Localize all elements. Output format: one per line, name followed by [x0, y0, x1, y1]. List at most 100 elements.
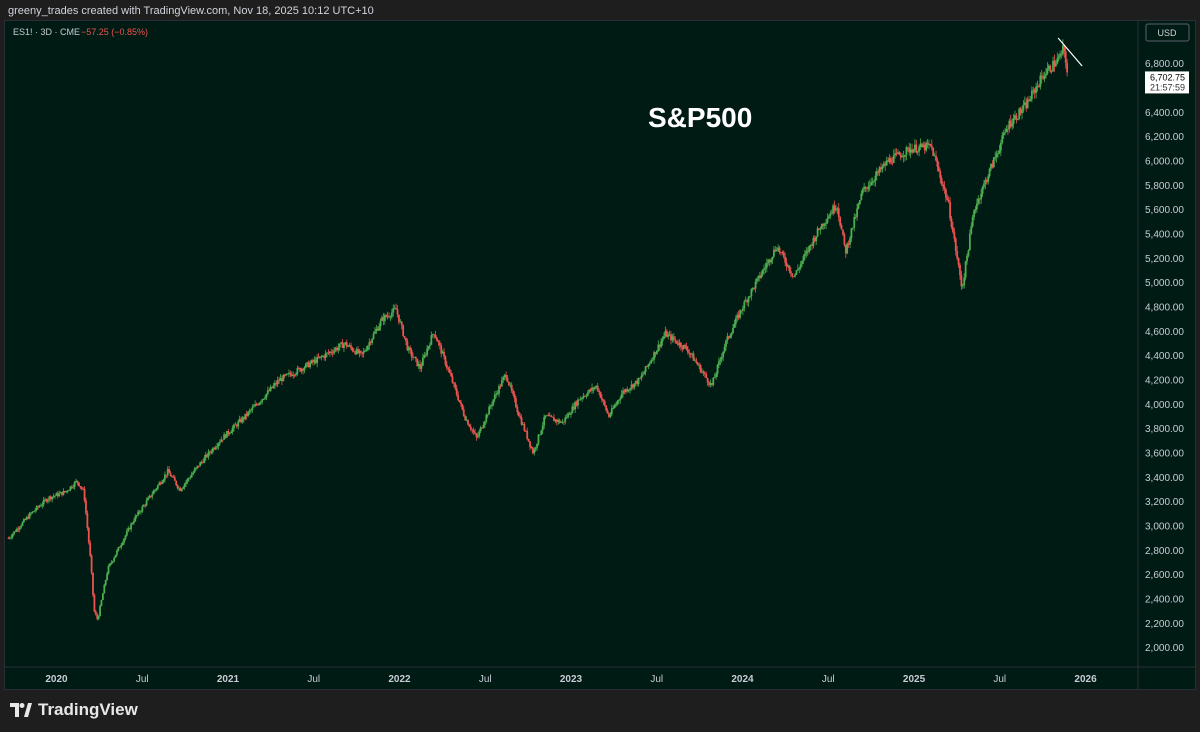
candle-body — [608, 413, 610, 417]
candle-body — [937, 166, 940, 171]
time-axis[interactable]: 2020 Jul 2021 Jul 2022 Jul 2023 Jul 2024 Jul 2025 J… — [5, 666, 1195, 685]
candle-body — [37, 506, 39, 508]
candle-body — [565, 417, 568, 419]
candle-body — [335, 348, 338, 351]
candle-body — [319, 356, 321, 358]
candle-body — [536, 443, 538, 448]
candle-body — [178, 487, 180, 489]
candle-body — [602, 399, 605, 402]
candle-body — [740, 310, 743, 312]
candle-body — [80, 487, 83, 489]
candle-body — [333, 350, 335, 354]
candle-body — [866, 187, 868, 189]
candle-body — [400, 321, 403, 326]
candle-body — [644, 366, 647, 373]
candle-body — [819, 229, 822, 230]
candle-body — [492, 399, 495, 405]
candle-body — [916, 151, 919, 153]
candle-body — [254, 404, 257, 407]
candle-body — [110, 562, 113, 564]
candle-body — [402, 325, 405, 337]
candle-body — [847, 243, 850, 245]
candle-body — [741, 308, 744, 311]
candle-body — [840, 225, 843, 230]
candle-body — [158, 482, 161, 486]
candle-body — [995, 153, 998, 158]
annotation-label[interactable]: S&P500 — [648, 102, 752, 133]
candle-body — [235, 424, 238, 427]
candle-body — [293, 374, 296, 376]
candle-body — [462, 409, 465, 416]
candle-body — [813, 237, 816, 242]
candle-body — [142, 505, 145, 507]
candle-body — [794, 274, 796, 277]
candle-body — [773, 249, 775, 257]
candle-body — [382, 317, 385, 322]
candle-body — [997, 152, 999, 154]
candle-body — [643, 372, 646, 375]
candle-body — [1049, 65, 1052, 72]
candle-body — [906, 147, 909, 148]
candle-body — [695, 360, 698, 363]
candle-body — [327, 352, 330, 354]
candle-body — [751, 287, 754, 290]
candle-body — [757, 275, 760, 279]
candle-body — [1038, 85, 1040, 87]
candle-body — [23, 519, 25, 523]
trendline[interactable] — [1057, 37, 1083, 67]
candle-body — [781, 252, 784, 253]
candles-layer — [7, 39, 1069, 621]
tradingview-logo[interactable]: TradingView — [10, 700, 138, 720]
candle-body — [737, 314, 740, 318]
candle-body — [891, 162, 894, 164]
candle-body — [51, 496, 54, 500]
candle-body — [1009, 120, 1012, 127]
candle-body — [343, 344, 345, 348]
candle-body — [663, 336, 665, 339]
candle-body — [991, 163, 994, 168]
price-chart[interactable]: ES1! · 3D · CME −57.25 (−0.85%) S&P500 U… — [5, 21, 1195, 689]
chart-panel[interactable]: ES1! · 3D · CME −57.25 (−0.85%) S&P500 U… — [4, 20, 1196, 690]
candle-body — [295, 373, 297, 376]
candle-body — [430, 335, 433, 345]
candle-body — [956, 250, 959, 259]
currency-button[interactable]: USD — [1145, 23, 1190, 42]
candle-body — [923, 144, 926, 151]
candle-body — [218, 441, 221, 444]
candle-body — [279, 378, 282, 381]
candle-body — [292, 374, 295, 376]
candle-body — [41, 504, 44, 506]
candle-body — [768, 259, 771, 263]
candle-body — [18, 527, 21, 530]
candle-body — [998, 150, 1001, 153]
candle-body — [337, 347, 340, 351]
candle-body — [196, 465, 199, 468]
candle-body — [505, 374, 507, 378]
candle-body — [364, 350, 366, 352]
candle-body — [434, 334, 437, 338]
candle-body — [204, 454, 207, 458]
candle-body — [493, 394, 496, 400]
candle-body — [141, 506, 144, 512]
candle-body — [980, 193, 983, 200]
candle-body — [107, 565, 110, 574]
bar-countdown: 21:57:59 — [1150, 82, 1185, 92]
candle-body — [416, 358, 419, 367]
price-tick-label: 3,600.00 — [1145, 449, 1184, 460]
candle-body — [52, 496, 55, 498]
candle-body — [966, 255, 968, 262]
candle-body — [902, 156, 905, 158]
candle-body — [472, 430, 475, 433]
legend-symbol[interactable]: ES1! · 3D · CME — [13, 27, 80, 37]
candle-body — [371, 338, 374, 344]
price-axis[interactable]: 2,000.00 2,200.00 2,400.00 2,600.00 2,800.00… — [1137, 21, 1184, 689]
candle-body — [275, 383, 278, 385]
candle-body — [484, 421, 486, 425]
candle-body — [233, 424, 235, 429]
candle-body — [90, 555, 93, 573]
candle-body — [933, 155, 936, 157]
candle-body — [677, 343, 679, 345]
candle-body — [888, 158, 891, 162]
candle-body — [488, 406, 491, 415]
candle-body — [273, 383, 276, 386]
